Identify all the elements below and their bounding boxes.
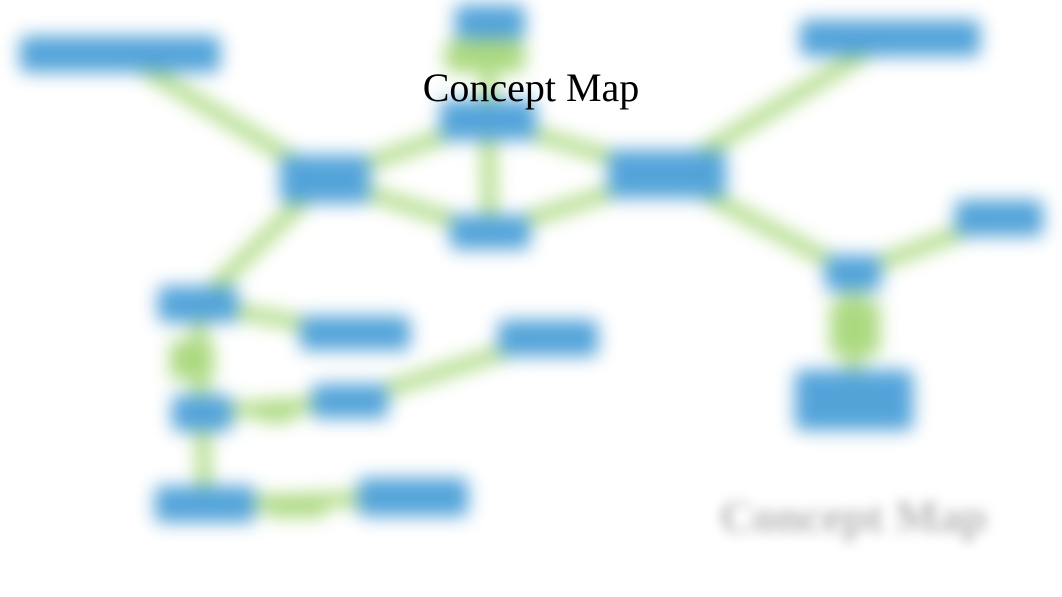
diagram-node bbox=[280, 155, 370, 203]
diagram-node bbox=[498, 320, 598, 356]
concept-map-stage: Concept Map Concept Map bbox=[0, 0, 1062, 597]
diagram-link-label bbox=[170, 340, 214, 380]
diagram-node bbox=[450, 215, 530, 249]
diagram-node bbox=[155, 486, 255, 522]
diagram-node bbox=[955, 200, 1043, 236]
diagram-link-label bbox=[256, 400, 296, 422]
diagram-node bbox=[800, 20, 980, 56]
watermark-text: Concept Map bbox=[720, 490, 987, 543]
diagram-node bbox=[358, 478, 468, 516]
diagram-node bbox=[172, 395, 232, 431]
diagram-node bbox=[158, 286, 238, 322]
diagram-node bbox=[608, 150, 726, 198]
page-title: Concept Map bbox=[0, 64, 1062, 111]
diagram-node bbox=[312, 384, 388, 418]
diagram-node bbox=[455, 5, 525, 39]
diagram-link-label bbox=[830, 300, 880, 356]
diagram-node bbox=[825, 255, 881, 291]
diagram-link-label bbox=[265, 495, 327, 517]
diagram-node bbox=[300, 316, 410, 350]
diagram-node bbox=[795, 370, 913, 430]
